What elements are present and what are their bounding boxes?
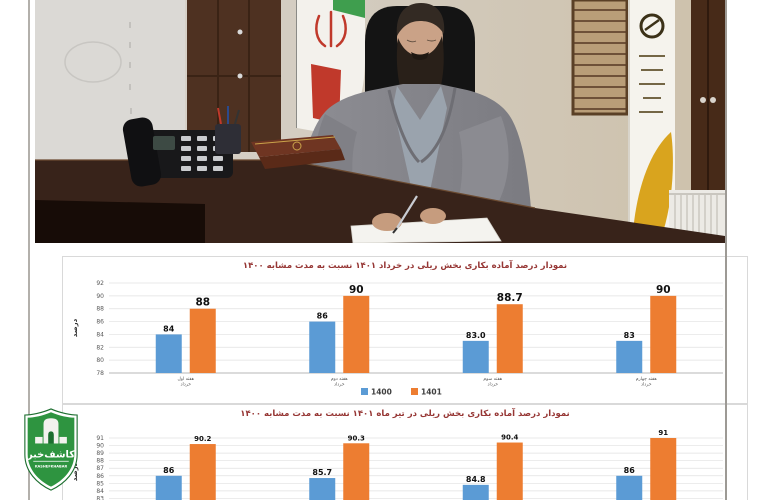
bar-1401-group3 <box>496 442 523 500</box>
legend-label: 1400 <box>371 388 392 397</box>
bar-value-label: 86 <box>317 312 329 321</box>
office-photo-scene <box>35 0 725 243</box>
bar-value-label: 83 <box>624 331 635 340</box>
face <box>397 11 443 65</box>
bar-1400-group3 <box>462 484 489 500</box>
y-tick-label: 88 <box>96 458 104 465</box>
chart2-title: نمودار درصد آماده بکاری بخش ریلی در تیر … <box>240 409 570 419</box>
bar-1400-group4 <box>616 475 643 500</box>
y-axis-title: درصد <box>71 318 79 337</box>
chart1-title: نمودار درصد آماده بکاری بخش ریلی در خردا… <box>242 261 568 271</box>
y-tick-label: 90 <box>96 293 104 300</box>
legend-swatch-1400 <box>361 388 368 395</box>
logo-shield-field <box>27 412 75 487</box>
mustache <box>411 52 429 60</box>
office-photo <box>35 0 725 243</box>
bar-1401-group4 <box>650 438 677 500</box>
pen-cup <box>215 106 241 154</box>
pen-tip <box>392 227 398 234</box>
flag-green-band <box>333 0 365 18</box>
kashefkhabar-logo: کاشف‌خبر KASHEFKHABAR <box>23 406 79 494</box>
eyes <box>406 39 437 43</box>
y-tick-label: 82 <box>96 344 104 351</box>
gold-banner-swoosh <box>633 132 673 232</box>
chart-1-plot: 78 80 82 84 86 88 90 92 درصد 84 86 83.0 83 88 90 88.7 90… <box>71 280 723 397</box>
shirt <box>393 86 447 196</box>
x-category-label: هفته اول خرداد <box>177 377 194 388</box>
y-tick-label: 87 <box>96 465 104 472</box>
y-tick-label: 86 <box>96 473 104 480</box>
bar-value-label: 90.3 <box>348 434 365 442</box>
logo-name-fa: کاشف‌خبر <box>26 449 75 460</box>
bar-value-label: 86 <box>163 466 175 475</box>
desk <box>35 159 725 243</box>
bar-1400-group4 <box>616 340 643 373</box>
logo-shield: کاشف‌خبر KASHEFKHABAR <box>24 408 78 491</box>
bar-1400-group2 <box>309 321 336 373</box>
telephone <box>122 117 233 187</box>
bar-value-label: 84 <box>163 324 175 333</box>
left-hand <box>372 213 402 231</box>
hair <box>396 3 445 36</box>
right-hand <box>420 208 446 224</box>
bar-value-label: 88 <box>195 297 210 309</box>
x-category-label: هفته دوم خرداد <box>331 377 348 388</box>
bar-value-label: 91 <box>658 429 668 437</box>
bar-1401-group2 <box>343 295 370 373</box>
books <box>251 135 345 169</box>
bar-1401-group1 <box>189 444 216 500</box>
y-tick-label: 86 <box>96 319 104 326</box>
flag-emblem <box>315 10 347 48</box>
y-tick-label: 83 <box>96 495 104 500</box>
logo-tower-icon <box>35 418 67 444</box>
lapels <box>387 87 457 164</box>
bar-value-label: 90.4 <box>501 434 518 442</box>
chart-tir-1401: نمودار درصد آماده بکاری بخش ریلی در تیر … <box>62 404 748 500</box>
wardrobe <box>691 0 725 243</box>
y-tick-label: 92 <box>96 280 104 287</box>
chart-khordad-1401: نمودار درصد آماده بکاری بخش ریلی در خردا… <box>62 256 748 404</box>
bar-1400-group1 <box>155 475 182 500</box>
chart-2-plot: 82838485868788899091درصد8685.784.88690.2… <box>71 429 723 500</box>
y-tick-label: 85 <box>96 480 104 487</box>
bar-1400-group3 <box>462 340 489 373</box>
logo-name-en: KASHEFKHABAR <box>35 464 68 468</box>
y-tick-label: 91 <box>96 435 104 442</box>
bar-value-label: 84.8 <box>466 475 486 484</box>
x-category-label: هفته چهارم خرداد <box>636 377 658 388</box>
y-tick-label: 90 <box>96 443 104 450</box>
bar-value-label: 85.7 <box>312 468 332 477</box>
y-tick-label: 84 <box>96 488 104 495</box>
legend-swatch-1401 <box>411 388 418 395</box>
bar-1400-group2 <box>309 478 336 500</box>
y-tick-label: 78 <box>96 370 104 377</box>
bar-value-label: 90 <box>656 284 671 296</box>
left-border-line <box>28 0 30 500</box>
bar-1401-group4 <box>650 295 677 373</box>
bar-value-label: 90 <box>349 284 364 296</box>
legend-label: 1401 <box>421 388 442 397</box>
y-tick-label: 80 <box>96 357 104 364</box>
bar-1401-group2 <box>343 443 370 500</box>
bar-value-label: 90.2 <box>194 435 211 443</box>
bar-value-label: 88.7 <box>497 292 523 304</box>
bar-1401-group1 <box>189 308 216 373</box>
right-border-line <box>725 0 727 500</box>
bar-1401-group3 <box>496 304 523 373</box>
y-tick-label: 84 <box>96 331 104 338</box>
pen <box>396 195 418 229</box>
window-blinds <box>571 0 629 116</box>
y-tick-label: 89 <box>96 450 104 457</box>
bar-value-label: 86 <box>624 466 636 475</box>
wall-banner <box>628 0 675 234</box>
x-category-label: هفته سوم خرداد <box>483 377 502 388</box>
y-axis-title: درصد <box>71 462 79 481</box>
bar-value-label: 83.0 <box>466 331 486 340</box>
bar-1400-group1 <box>155 334 182 373</box>
y-tick-label: 88 <box>96 306 104 313</box>
